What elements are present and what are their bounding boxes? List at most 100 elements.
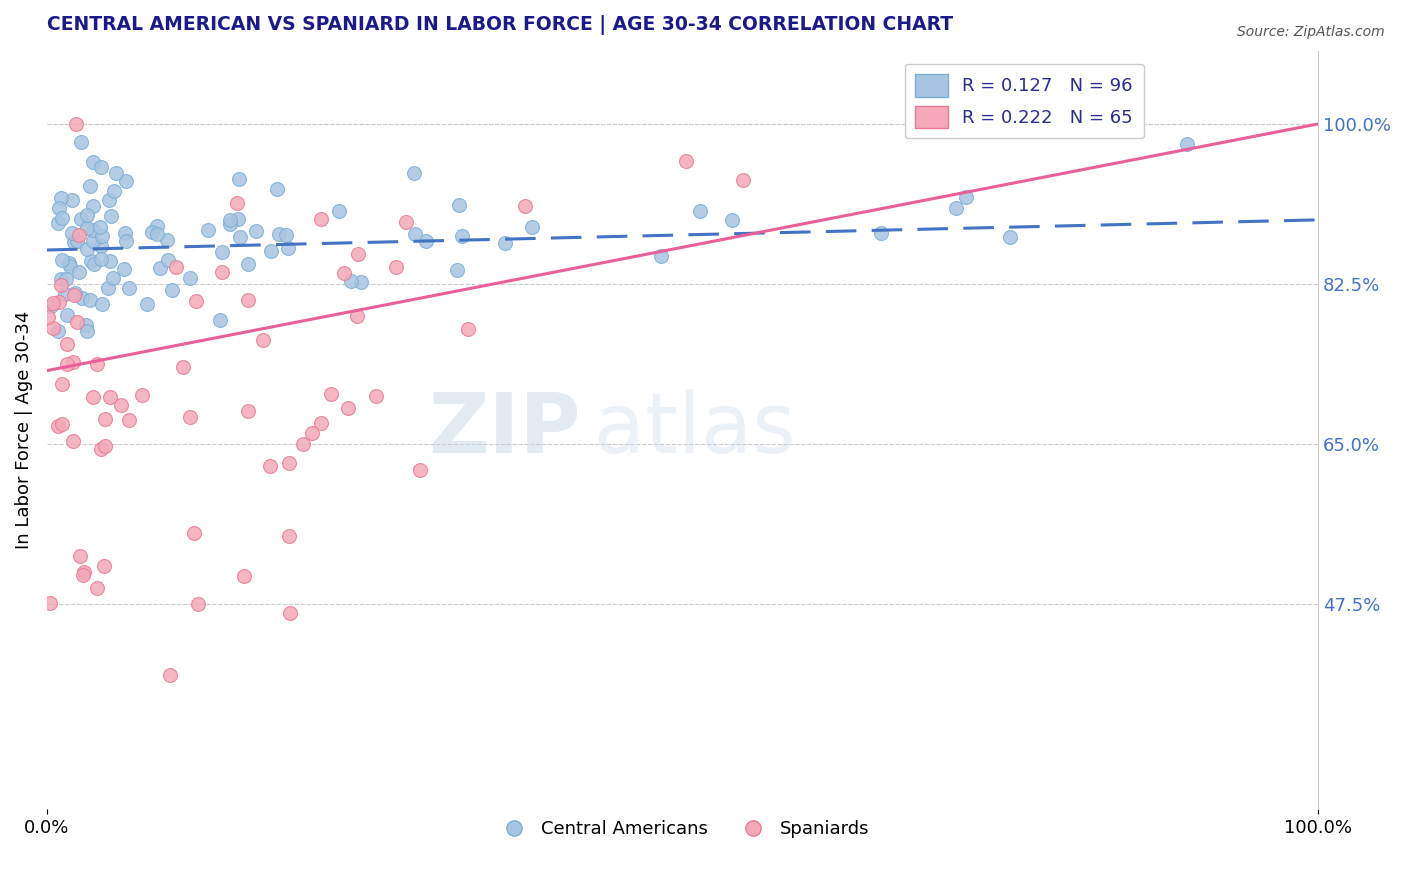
Point (51, 272, 73, 286)
Point (90, 297, 112, 311)
Point (86, 357, 108, 371)
Point (58, 255, 80, 269)
Point (278, 456, 301, 470)
Point (219, 212, 242, 227)
Point (513, 199, 536, 213)
Point (69, 212, 91, 227)
Point (76, 325, 98, 339)
Point (98, 254, 121, 268)
Point (69, 549, 91, 563)
Text: ZIP: ZIP (429, 390, 581, 470)
Point (229, 229, 252, 244)
Point (62, 355, 84, 369)
Point (446, 263, 468, 277)
Point (65, 117, 87, 131)
Point (118, 281, 141, 295)
Point (364, 389, 387, 403)
Point (114, 227, 136, 241)
Point (62, 235, 84, 249)
Point (208, 313, 231, 327)
Point (218, 217, 240, 231)
Point (94, 411, 117, 425)
Point (67, 227, 90, 242)
Point (51, 417, 73, 431)
Point (72, 567, 94, 582)
Point (51, 377, 73, 392)
Point (346, 310, 368, 324)
Point (86, 581, 108, 595)
Text: CENTRAL AMERICAN VS SPANIARD IN LABOR FORCE | AGE 30-34 CORRELATION CHART: CENTRAL AMERICAN VS SPANIARD IN LABOR FO… (46, 15, 953, 35)
Point (269, 227, 291, 241)
Point (76, 208, 98, 222)
Point (38, 597, 60, 611)
Point (76, 220, 98, 235)
Point (83, 256, 105, 270)
Point (197, 223, 219, 237)
Point (56, 357, 79, 371)
Point (179, 271, 201, 285)
Point (79, 178, 101, 193)
Point (450, 229, 472, 244)
Point (340, 274, 363, 288)
Point (955, 190, 977, 204)
Point (101, 271, 124, 285)
Point (337, 401, 360, 415)
Point (93, 559, 115, 574)
Legend: Central Americans, Spaniards: Central Americans, Spaniards (488, 814, 876, 846)
Point (42, 320, 65, 334)
Point (1177, 137, 1199, 152)
Point (63, 288, 86, 302)
Point (90, 252, 112, 266)
Point (183, 526, 205, 541)
Point (82, 390, 104, 404)
Point (94, 439, 117, 453)
Point (160, 283, 183, 297)
Point (226, 212, 249, 227)
Point (228, 171, 250, 186)
Point (172, 360, 194, 375)
Point (80, 254, 103, 268)
Point (211, 265, 233, 279)
Point (165, 260, 187, 274)
Point (146, 227, 169, 241)
Point (89, 220, 111, 235)
Point (76, 242, 98, 256)
Point (51, 277, 73, 292)
Point (56, 308, 79, 322)
Point (236, 404, 259, 418)
Point (63, 286, 86, 301)
Point (159, 668, 181, 682)
Point (238, 257, 260, 271)
Point (179, 410, 201, 425)
Point (105, 166, 128, 180)
Point (136, 297, 159, 311)
Point (82, 198, 104, 212)
Point (292, 437, 315, 451)
Point (260, 244, 283, 258)
Point (350, 276, 373, 290)
Point (731, 173, 754, 187)
Point (457, 322, 479, 336)
Point (309, 211, 332, 226)
Point (60, 194, 83, 208)
Point (328, 203, 350, 218)
Point (278, 606, 301, 620)
Point (51, 253, 73, 268)
Point (97, 281, 120, 295)
Point (226, 195, 249, 210)
Point (252, 333, 274, 347)
Point (73, 565, 96, 579)
Point (998, 229, 1021, 244)
Point (66, 234, 89, 248)
Point (48, 295, 70, 310)
Point (277, 241, 299, 255)
Point (409, 463, 432, 477)
Point (90, 442, 112, 456)
Point (75, 318, 97, 332)
Point (112, 262, 135, 277)
Y-axis label: In Labor Force | Age 30-34: In Labor Force | Age 30-34 (15, 310, 32, 549)
Point (51, 211, 73, 225)
Point (98, 390, 121, 404)
Point (447, 197, 470, 211)
Point (131, 388, 153, 402)
